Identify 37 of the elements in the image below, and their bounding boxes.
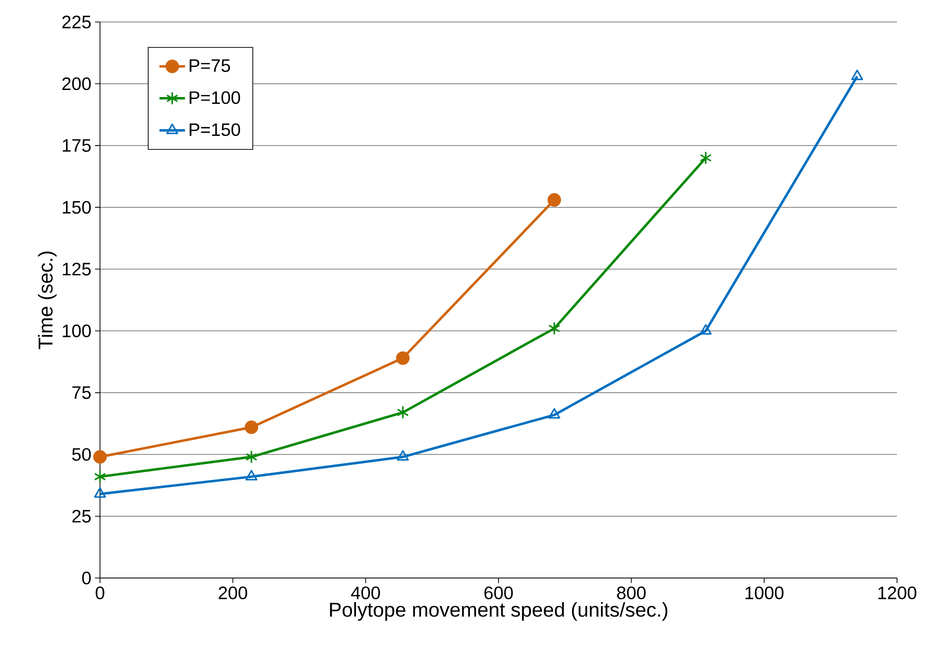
point (396, 450, 409, 461)
y-tick-label: 75 (72, 386, 91, 399)
point (851, 70, 864, 80)
x-tick-label: 200 (218, 586, 248, 600)
y-axis-title: Time (sec.) (38, 252, 57, 350)
legend-label: P=150 (190, 123, 240, 136)
y-tick-label: 100 (62, 324, 91, 338)
y-tick-label: 200 (62, 77, 91, 90)
y-tick-label: 25 (72, 510, 91, 523)
y-tick-label: 0 (82, 572, 91, 584)
point (244, 420, 258, 434)
legend-label: P=100 (190, 91, 240, 104)
y-tick-label: 125 (62, 262, 91, 276)
point (548, 322, 560, 336)
y-tick-label: 50 (72, 448, 91, 461)
y-tick-label: 175 (62, 139, 91, 152)
x-tick-label: 1000 (746, 586, 784, 600)
x-tick-label: 800 (617, 586, 646, 600)
point (396, 406, 409, 420)
x-tick-label: 1200 (878, 586, 916, 600)
point (93, 450, 107, 464)
point (548, 193, 562, 207)
point (396, 351, 410, 365)
x-axis-title: Polytope movement speed (units/sec.) (330, 602, 668, 621)
x-tick-label: 400 (351, 586, 380, 600)
point (94, 470, 106, 484)
x-tick-label: 0 (96, 586, 104, 600)
point (245, 470, 258, 480)
point (700, 151, 712, 165)
point (245, 450, 258, 464)
x-tick-label: 600 (484, 586, 513, 600)
y-tick-label: 150 (62, 200, 91, 214)
point (700, 324, 712, 335)
y-tick-label: 225 (62, 16, 91, 28)
point (548, 408, 560, 419)
legend-label: P=75 (190, 59, 230, 72)
point (94, 487, 106, 498)
